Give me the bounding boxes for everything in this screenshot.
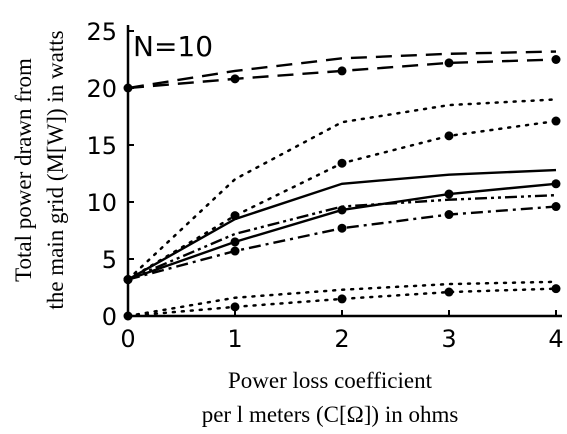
series-line-7: [127, 193, 557, 281]
y-tick-label-6: 25: [86, 18, 117, 46]
series-line-3: [126, 98, 558, 281]
x-tick-label-2: 1: [227, 325, 242, 353]
y-tick-label-1: 0: [102, 303, 117, 331]
series-8-point-2: [230, 246, 240, 256]
series-2-point-2: [230, 74, 240, 84]
series-6-point-2: [230, 237, 240, 247]
series-6-point-5: [551, 179, 561, 189]
series-8-point-4: [444, 210, 454, 220]
series-line-5: [127, 168, 557, 281]
x-tick-label-3: 2: [334, 325, 349, 353]
y-tick-label-3: 10: [86, 189, 117, 217]
y-axis-title-line2: the main grid (M[W]) in watts: [43, 30, 68, 309]
series-10-point-2: [230, 302, 240, 312]
series-6-point-4: [444, 189, 454, 199]
y-axis-title-line1: Total power drawn from: [11, 58, 36, 282]
series-6-point-3: [337, 205, 347, 215]
series-8-point-3: [337, 223, 347, 233]
x-axis-title-line2: per l meters (C[Ω]) in ohms: [202, 402, 459, 427]
series-line-9: [126, 280, 558, 318]
series-line-1: [127, 50, 557, 90]
series-4-point-4: [444, 131, 454, 141]
x-tick-label-4: 3: [441, 325, 456, 353]
series-layer: [123, 50, 561, 321]
series-10-point-4: [444, 287, 454, 297]
axes: [126, 25, 562, 318]
series-line-10: [126, 287, 558, 318]
y-tick-label-4: 15: [86, 132, 117, 160]
y-tick-label-2: 5: [102, 246, 117, 274]
ticks-layer: 0 1 2 3 4 0 5 10 15 20 25: [86, 18, 563, 353]
series-4-point-5: [551, 116, 561, 126]
x-tick-label-5: 4: [548, 325, 563, 353]
x-axis-title-line1: Power loss coefficient: [228, 368, 433, 393]
annotation-label: N=10: [133, 30, 213, 63]
series-2-point-4: [444, 58, 454, 68]
x-tick-label-1: 0: [120, 325, 135, 353]
y-tick-label-5: 20: [86, 75, 117, 103]
series-10-point-5: [551, 284, 561, 294]
series-8-point-5: [551, 202, 561, 212]
series-2-point-3: [337, 66, 347, 76]
series-8-point-1: [123, 275, 133, 285]
series-2-point-5: [551, 55, 561, 64]
series-4-point-3: [337, 158, 347, 168]
series-10-point-3: [337, 294, 347, 304]
